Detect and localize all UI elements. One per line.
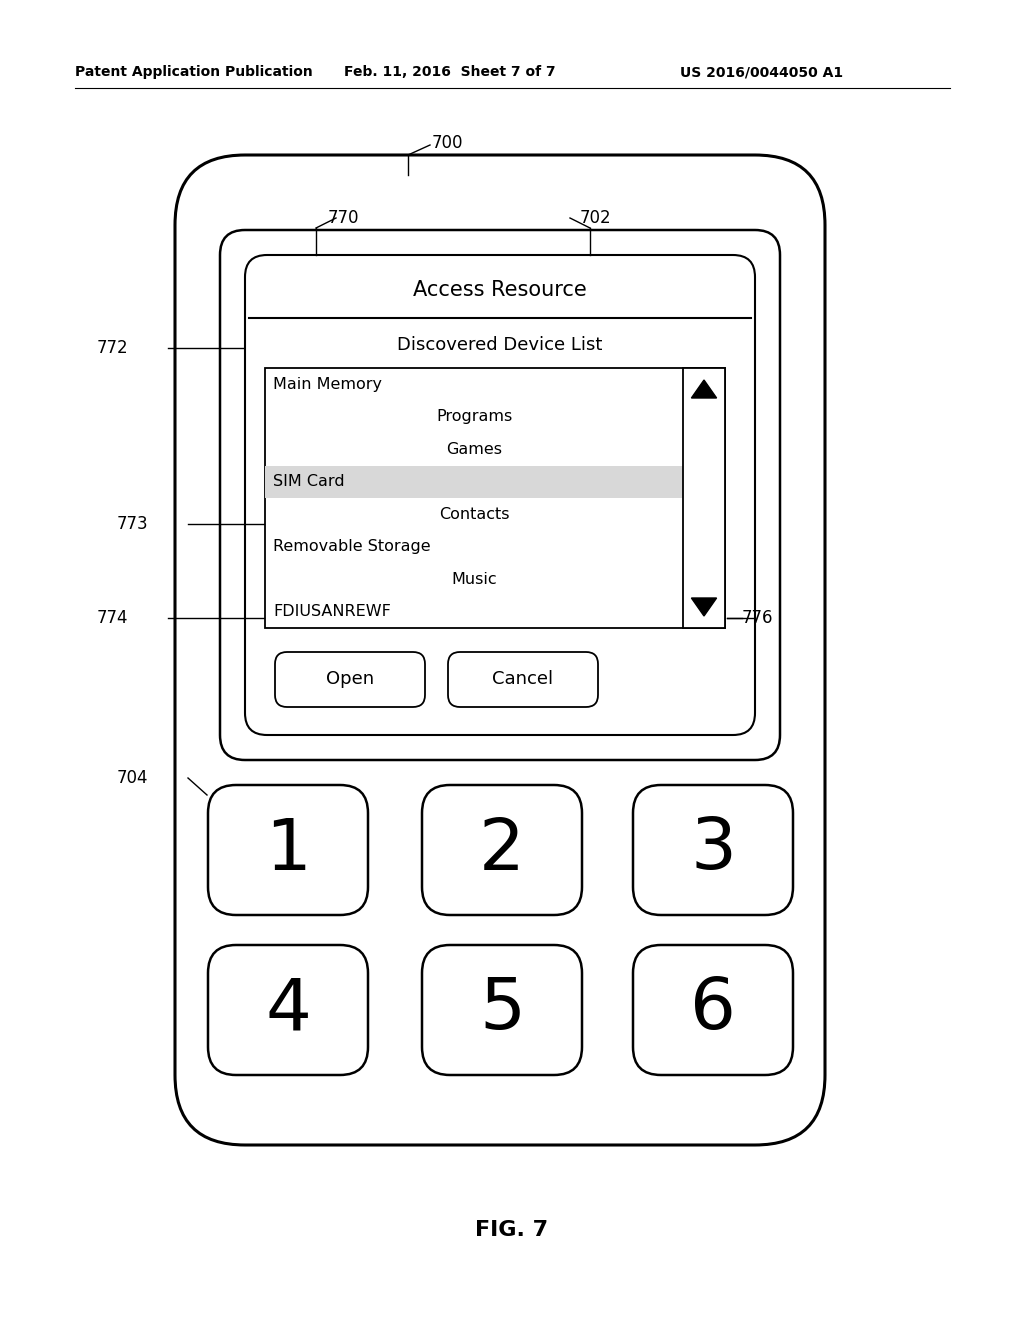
FancyBboxPatch shape [208,945,368,1074]
FancyBboxPatch shape [633,945,793,1074]
Text: Removable Storage: Removable Storage [273,540,431,554]
Text: 772: 772 [96,339,128,356]
Text: FDIUSANREWF: FDIUSANREWF [273,605,391,619]
Text: Programs: Programs [436,409,512,424]
Text: Feb. 11, 2016  Sheet 7 of 7: Feb. 11, 2016 Sheet 7 of 7 [344,65,556,79]
Polygon shape [691,598,717,616]
FancyBboxPatch shape [449,652,598,708]
Bar [683,368,725,628]
Text: Patent Application Publication: Patent Application Publication [75,65,312,79]
Text: 700: 700 [432,135,464,152]
FancyBboxPatch shape [245,255,755,735]
FancyBboxPatch shape [633,785,793,915]
FancyBboxPatch shape [220,230,780,760]
Bar [265,466,683,498]
Text: 1: 1 [265,816,311,884]
Text: Games: Games [446,442,502,457]
Text: 770: 770 [328,209,359,227]
Text: Discovered Device List: Discovered Device List [397,337,603,354]
Text: Cancel: Cancel [493,671,554,689]
Text: 6: 6 [690,975,736,1044]
Text: 776: 776 [742,609,773,627]
Polygon shape [691,380,717,399]
Text: 702: 702 [580,209,611,227]
Text: Open: Open [326,671,374,689]
Text: 2: 2 [479,816,525,884]
Text: SIM Card: SIM Card [273,474,345,490]
Text: FIG. 7: FIG. 7 [475,1220,549,1239]
Text: 5: 5 [479,975,525,1044]
Text: Main Memory: Main Memory [273,376,382,392]
Bar [265,368,725,628]
FancyBboxPatch shape [175,154,825,1144]
Text: 704: 704 [117,770,148,787]
Text: Access Resource: Access Resource [413,280,587,300]
Text: 3: 3 [690,816,736,884]
FancyBboxPatch shape [208,785,368,915]
Text: Contacts: Contacts [438,507,509,521]
Text: 4: 4 [265,975,311,1044]
Text: US 2016/0044050 A1: US 2016/0044050 A1 [680,65,843,79]
FancyBboxPatch shape [422,785,582,915]
Text: Music: Music [452,572,497,587]
Text: 773: 773 [117,515,148,533]
FancyBboxPatch shape [422,945,582,1074]
Text: 774: 774 [96,609,128,627]
FancyBboxPatch shape [275,652,425,708]
